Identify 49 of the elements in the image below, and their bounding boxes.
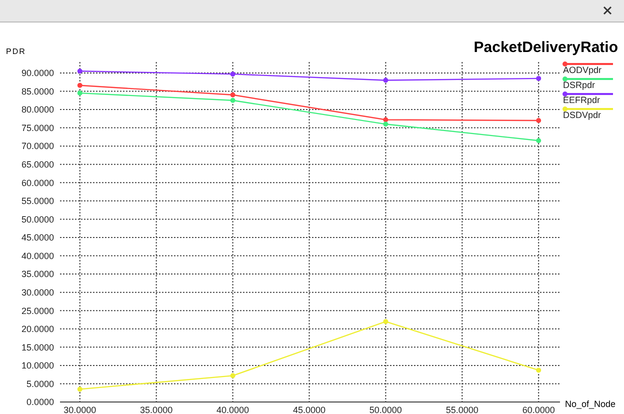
y-tick-label: 35.0000 — [21, 269, 54, 280]
y-tick-label: 25.0000 — [21, 306, 54, 316]
point — [383, 319, 388, 324]
x-axis-title: No_of_Node — [565, 399, 616, 409]
point — [536, 138, 542, 144]
y-tick-label: 15.0000 — [21, 342, 54, 352]
x-tick-label: 45.0000 — [292, 405, 326, 414]
y-tick-label: 10.0000 — [21, 360, 54, 371]
y-tick-label: 55.0000 — [21, 196, 54, 206]
x-tick-label: 40.0000 — [216, 405, 250, 414]
point — [536, 76, 542, 81]
y-axis-title: PDR — [6, 47, 26, 56]
point — [77, 68, 82, 74]
chart-title: PacketDeliveryRatio — [474, 39, 618, 56]
y-tick-label: 40.0000 — [21, 250, 54, 261]
point — [536, 118, 542, 123]
legend-label: AODVpdr — [563, 65, 602, 75]
point — [230, 98, 236, 103]
point — [383, 78, 388, 83]
point — [383, 117, 388, 122]
y-tick-label: 75.0000 — [21, 122, 54, 133]
y-tick-label: 60.0000 — [21, 178, 54, 188]
y-tick-label: 45.0000 — [21, 232, 54, 243]
x-tick-label: 30.0000 — [64, 405, 96, 414]
point — [77, 90, 82, 96]
x-tick-label: 50.0000 — [369, 405, 402, 414]
point — [230, 72, 236, 77]
legend-label: EEFRpdr — [563, 95, 600, 105]
legend-label: DSRpdr — [563, 80, 596, 90]
y-tick-label: 5.0000 — [26, 378, 54, 389]
point — [383, 122, 388, 127]
y-tick-label: 20.0000 — [21, 324, 54, 334]
point — [536, 368, 542, 373]
y-tick-label: 50.0000 — [21, 214, 54, 224]
point — [77, 386, 82, 392]
point — [230, 92, 236, 98]
y-tick-label: 80.0000 — [21, 104, 54, 115]
point — [77, 82, 82, 88]
y-tick-label: 90.0000 — [21, 68, 54, 78]
legend-label: DSDVpdr — [563, 110, 602, 120]
x-tick-label: 35.0000 — [140, 405, 173, 414]
x-tick-label: 60.0000 — [522, 405, 555, 414]
x-tick-label: 55.0000 — [446, 405, 478, 414]
y-tick-label: 0.0000 — [26, 397, 54, 408]
y-tick-label: 85.0000 — [21, 86, 54, 96]
y-tick-label: 30.0000 — [21, 287, 54, 298]
point — [230, 373, 236, 378]
y-tick-label: 65.0000 — [21, 160, 54, 170]
y-tick-label: 70.0000 — [21, 141, 54, 152]
